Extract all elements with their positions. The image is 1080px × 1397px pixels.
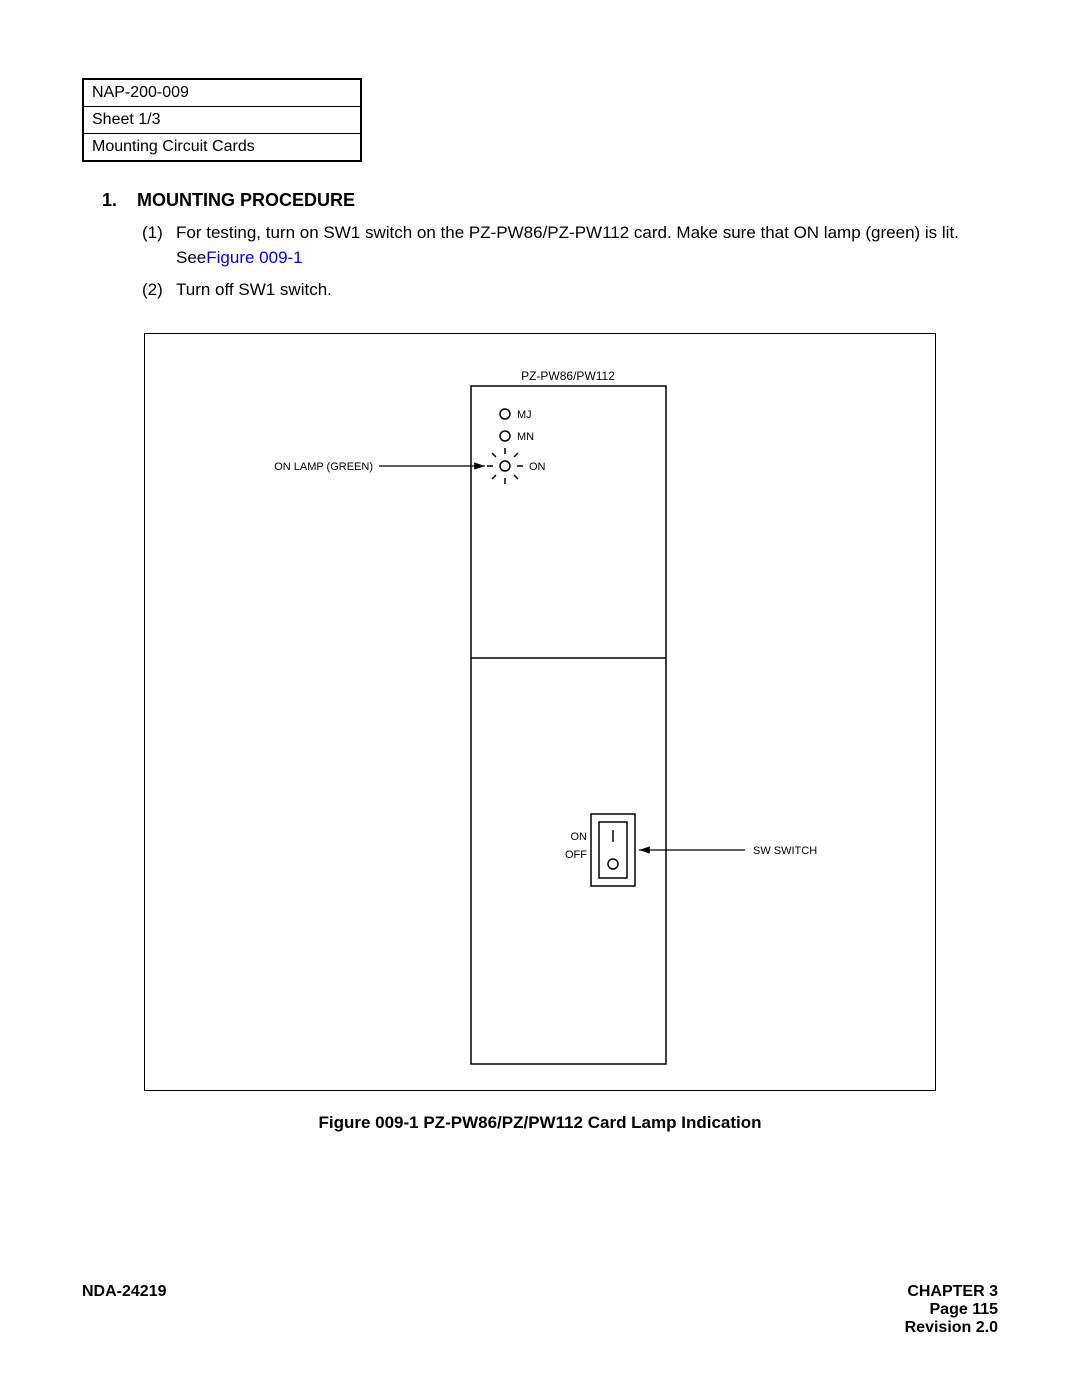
switch-off-label: OFF	[565, 849, 587, 861]
section-heading: 1. MOUNTING PROCEDURE	[102, 190, 998, 211]
switch-mark-off	[608, 859, 618, 869]
procedure-text-2: Turn off SW1 switch.	[176, 278, 998, 303]
lamp-mn	[500, 431, 510, 441]
lamp-mn-label: MN	[517, 431, 534, 443]
lamp-mj	[500, 409, 510, 419]
procedure-num-1: (1)	[142, 221, 176, 270]
footer-left: NDA-24219	[82, 1283, 166, 1337]
lamp-on	[500, 461, 510, 471]
procedure-num-2: (2)	[142, 278, 176, 303]
info-row-3: Mounting Circuit Cards	[83, 134, 361, 162]
card-outline	[471, 386, 666, 1064]
info-row-2: Sheet 1/3	[83, 107, 361, 134]
lamp-on-rays	[487, 448, 523, 484]
procedure-item-2: (2) Turn off SW1 switch.	[142, 278, 998, 303]
procedure-list: (1) For testing, turn on SW1 switch on t…	[142, 221, 998, 303]
info-row-1: NAP-200-009	[83, 79, 361, 107]
footer-right: CHAPTER 3 Page 115 Revision 2.0	[905, 1283, 998, 1337]
lamp-on-label: ON	[529, 461, 546, 473]
on-lamp-callout: ON LAMP (GREEN)	[274, 461, 373, 473]
section-number: 1.	[102, 190, 117, 210]
footer-page: Page 115	[905, 1301, 998, 1319]
procedure-item-1: (1) For testing, turn on SW1 switch on t…	[142, 221, 998, 270]
info-box-table: NAP-200-009 Sheet 1/3 Mounting Circuit C…	[82, 78, 362, 162]
switch-on-label: ON	[571, 831, 588, 843]
footer-chapter: CHAPTER 3	[905, 1283, 998, 1301]
figure-frame: PZ-PW86/PW112 MJ MN ON ON	[144, 333, 936, 1091]
lamp-mj-label: MJ	[517, 409, 532, 421]
figure-caption: Figure 009-1 PZ-PW86/PZ/PW112 Card Lamp …	[82, 1113, 998, 1133]
page: NAP-200-009 Sheet 1/3 Mounting Circuit C…	[0, 0, 1080, 1397]
figure-link[interactable]: Figure 009-1	[206, 248, 302, 267]
footer-revision: Revision 2.0	[905, 1319, 998, 1337]
procedure-text-1: For testing, turn on SW1 switch on the P…	[176, 221, 998, 270]
diagram-svg: PZ-PW86/PW112 MJ MN ON ON	[145, 334, 935, 1090]
page-footer: NDA-24219 CHAPTER 3 Page 115 Revision 2.…	[82, 1283, 998, 1337]
switch-outer	[591, 814, 635, 886]
card-title: PZ-PW86/PW112	[521, 369, 615, 383]
sw-callout: SW SWITCH	[753, 845, 817, 857]
section-title: MOUNTING PROCEDURE	[137, 190, 355, 210]
